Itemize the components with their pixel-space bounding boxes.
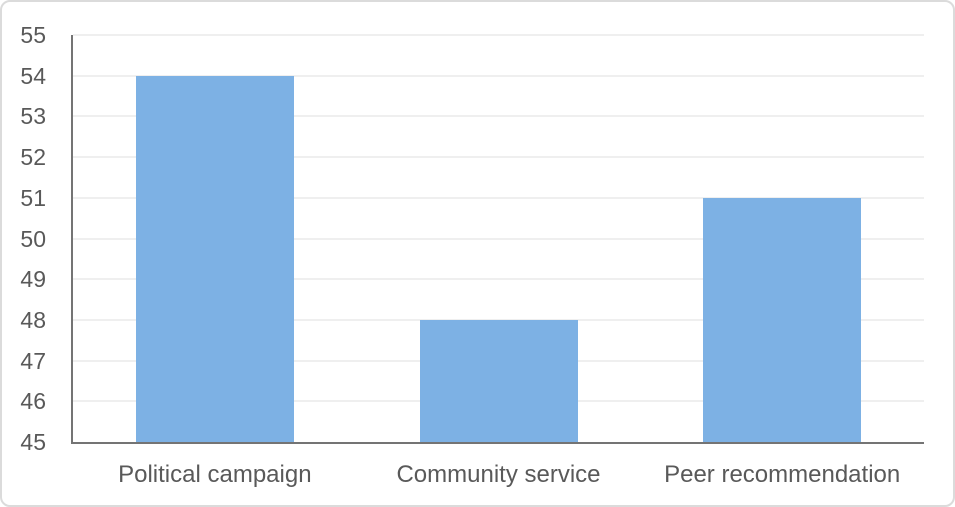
gridline — [73, 237, 924, 240]
bar[interactable] — [419, 319, 578, 442]
y-axis-tick-label: 47 — [20, 347, 46, 374]
x-axis: Political campaign Community service Peer … — [73, 458, 924, 492]
gridline — [73, 196, 924, 199]
gridline — [73, 318, 924, 321]
y-axis-line — [71, 35, 73, 444]
y-axis: 45 46 47 48 49 50 51 52 53 54 55 — [2, 2, 46, 505]
y-axis-tick-label: 52 — [20, 144, 46, 171]
y-axis-tick-label: 49 — [20, 266, 46, 293]
plot-area — [73, 34, 924, 442]
y-axis-tick-label: 55 — [20, 22, 46, 48]
x-axis-category-label: Community service — [396, 461, 601, 488]
y-axis-tick-label: 48 — [20, 306, 46, 333]
y-axis-tick-label: 50 — [20, 225, 46, 252]
gridline — [73, 34, 924, 36]
x-axis-category-label: Peer recommendation — [664, 461, 901, 488]
bar[interactable] — [703, 197, 862, 442]
gridline — [73, 115, 924, 118]
x-axis-category-label: Political campaign — [118, 461, 312, 488]
y-axis-tick-label: 54 — [20, 62, 46, 89]
y-axis-tick-label: 53 — [20, 103, 46, 130]
y-axis-tick-label: 45 — [20, 429, 46, 455]
gridline — [73, 74, 924, 77]
gridline — [73, 156, 924, 159]
y-axis-tick-label: 51 — [20, 184, 46, 211]
y-axis-tick-label: 46 — [20, 388, 46, 415]
bar[interactable] — [135, 75, 294, 442]
gridline — [73, 278, 924, 281]
x-axis-line — [71, 442, 924, 444]
